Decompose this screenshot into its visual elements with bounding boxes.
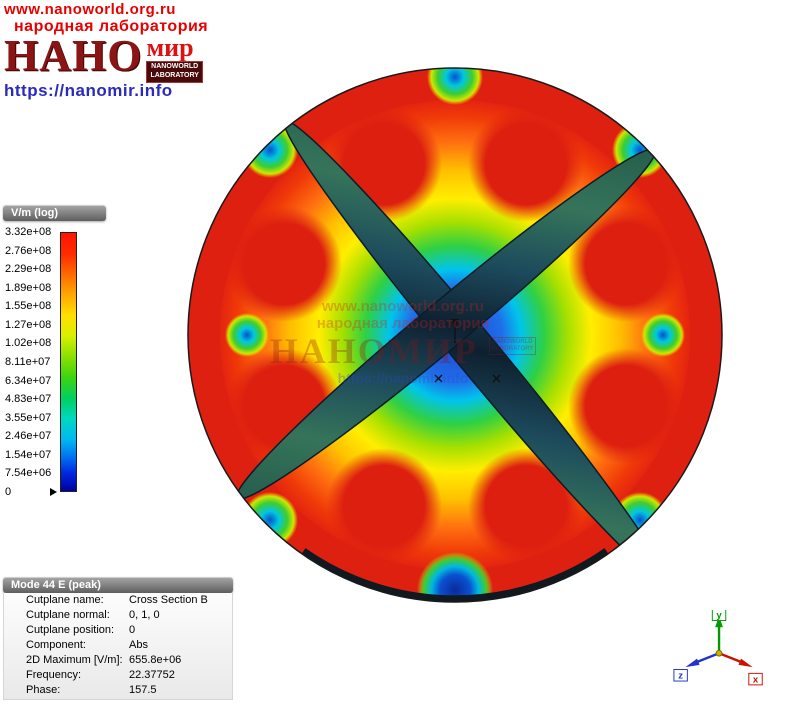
info-row-label: Cutplane position: [26, 624, 115, 636]
info-row-value: 655.8e+06 [129, 654, 182, 666]
field-bottom-dark-rim [301, 548, 609, 602]
info-row-label: Component: [26, 639, 86, 651]
info-row-value: Abs [129, 639, 148, 651]
logo-subtitle: народная лаборатория [14, 18, 209, 35]
field-plot-3d-view[interactable] [185, 65, 725, 605]
axis-y-arrow: y [711, 610, 727, 654]
axes-origin-dot [715, 649, 723, 657]
legend-tick: 2.76e+08 [5, 244, 52, 257]
logo-title-accent-group: мир NANOWORLD LABORATORY [146, 33, 203, 83]
logo-lab-badge: NANOWORLD LABORATORY [146, 61, 203, 83]
legend-tick: 7.54e+06 [5, 467, 52, 480]
legend-tick: 1.89e+08 [5, 281, 52, 294]
orientation-axes[interactable]: y z x [660, 610, 780, 706]
logo-title-row: НАНО мир NANOWORLD LABORATORY [4, 34, 264, 83]
axis-y-label: y [716, 610, 722, 621]
legend-tick: 3.32e+08 [5, 226, 52, 238]
legend-tick: 6.34e+07 [5, 374, 52, 387]
field-plot-viewport[interactable] [185, 65, 725, 605]
logo-url-bottom: https://nanomir.info [4, 80, 173, 100]
info-row-value: 22.37752 [129, 669, 175, 681]
info-row-label: Cutplane normal: [26, 609, 110, 621]
info-row-label: Phase: [26, 684, 61, 696]
info-row-label: Cutplane name: [26, 594, 104, 606]
legend-zero-marker-icon [50, 488, 57, 496]
legend-tick: 1.27e+08 [5, 318, 52, 331]
info-row-2d-maximum: 2D Maximum [V/m]: 655.8e+06 [4, 653, 232, 668]
info-row-value: 0, 1, 0 [129, 609, 160, 621]
logo-lab-line1: NANOWORLD [151, 63, 199, 70]
legend-tick: 3.55e+07 [5, 411, 52, 424]
info-row-component: Component: Abs [4, 638, 232, 653]
info-row-value: Cross Section B [129, 594, 208, 606]
logo-lab-line2: LABORATORY [150, 71, 199, 79]
legend-tick: 4.83e+07 [5, 393, 52, 406]
info-row-label: Frequency: [26, 669, 82, 681]
logo-url-top: www.nanoworld.org.ru [4, 1, 176, 18]
logo-title-accent: мир [146, 33, 194, 62]
info-row-value: 0 [129, 624, 136, 636]
legend-tick: 8.11e+07 [5, 355, 51, 368]
legend-tick: 1.02e+08 [5, 337, 52, 350]
logo: www.nanoworld.org.ru народная лаборатори… [4, 1, 264, 101]
logo-title-main: НАНО [4, 31, 143, 80]
axis-z-arrow: z [673, 652, 720, 682]
info-row-value: 157.5 [129, 684, 157, 696]
legend-tick: 0 [5, 485, 12, 498]
axis-x-label: x [753, 674, 759, 685]
legend-tick: 1.54e+07 [5, 448, 52, 461]
cavity-outline [187, 67, 723, 603]
legend-tick: 1.55e+08 [5, 300, 52, 313]
legend-tick-labels: 3.32e+08 2.76e+08 2.29e+08 1.89e+08 1.55… [5, 226, 57, 498]
mode-info-panel: Cutplane name: Cross Section B Cutplane … [3, 593, 233, 700]
mode-info-header: Mode 44 E (peak) [3, 577, 233, 593]
plot-center-marker [434, 319, 501, 383]
info-row-frequency: Frequency: 22.37752 [4, 668, 232, 683]
legend-colorbar [60, 232, 77, 492]
legend-header: V/m (log) [3, 205, 106, 221]
info-row-label: 2D Maximum [V/m]: [26, 654, 123, 666]
info-row-cutplane-position: Cutplane position: 0 [4, 623, 232, 638]
info-row-cutplane-name: Cutplane name: Cross Section B [4, 593, 232, 608]
legend-tick: 2.46e+07 [5, 430, 52, 443]
info-row-phase: Phase: 157.5 [4, 683, 232, 698]
axis-z-label: z [678, 671, 683, 682]
axis-x-arrow: x [718, 652, 763, 685]
legend-tick: 2.29e+08 [5, 263, 52, 276]
info-row-cutplane-normal: Cutplane normal: 0, 1, 0 [4, 608, 232, 623]
